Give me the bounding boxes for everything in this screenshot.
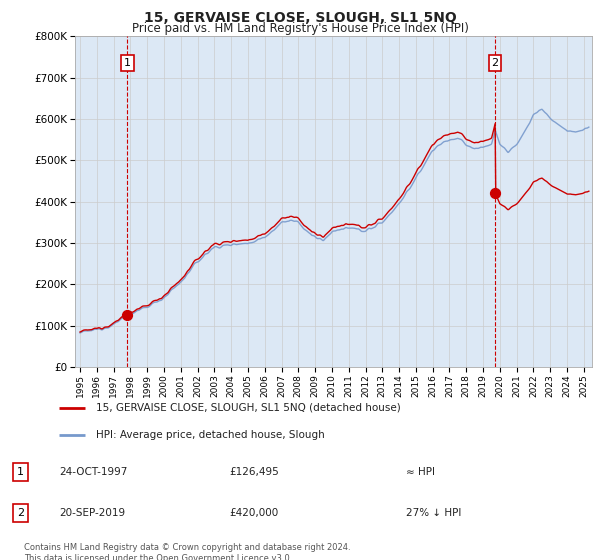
Text: ≈ HPI: ≈ HPI — [406, 467, 435, 477]
Text: 2: 2 — [17, 508, 24, 518]
Point — [490, 189, 500, 198]
Text: 15, GERVAISE CLOSE, SLOUGH, SL1 5NQ: 15, GERVAISE CLOSE, SLOUGH, SL1 5NQ — [143, 11, 457, 25]
Text: 15, GERVAISE CLOSE, SLOUGH, SL1 5NQ (detached house): 15, GERVAISE CLOSE, SLOUGH, SL1 5NQ (det… — [95, 403, 400, 413]
Text: 2: 2 — [491, 58, 499, 68]
Text: 1: 1 — [17, 467, 24, 477]
Text: Contains HM Land Registry data © Crown copyright and database right 2024.
This d: Contains HM Land Registry data © Crown c… — [24, 543, 350, 560]
Text: 24-OCT-1997: 24-OCT-1997 — [59, 467, 127, 477]
Text: £126,495: £126,495 — [229, 467, 279, 477]
Text: HPI: Average price, detached house, Slough: HPI: Average price, detached house, Slou… — [95, 430, 324, 440]
Text: 20-SEP-2019: 20-SEP-2019 — [59, 508, 125, 518]
Text: Price paid vs. HM Land Registry's House Price Index (HPI): Price paid vs. HM Land Registry's House … — [131, 22, 469, 35]
Text: 1: 1 — [124, 58, 131, 68]
Point — [122, 310, 132, 319]
Text: £420,000: £420,000 — [229, 508, 278, 518]
Text: 27% ↓ HPI: 27% ↓ HPI — [406, 508, 461, 518]
